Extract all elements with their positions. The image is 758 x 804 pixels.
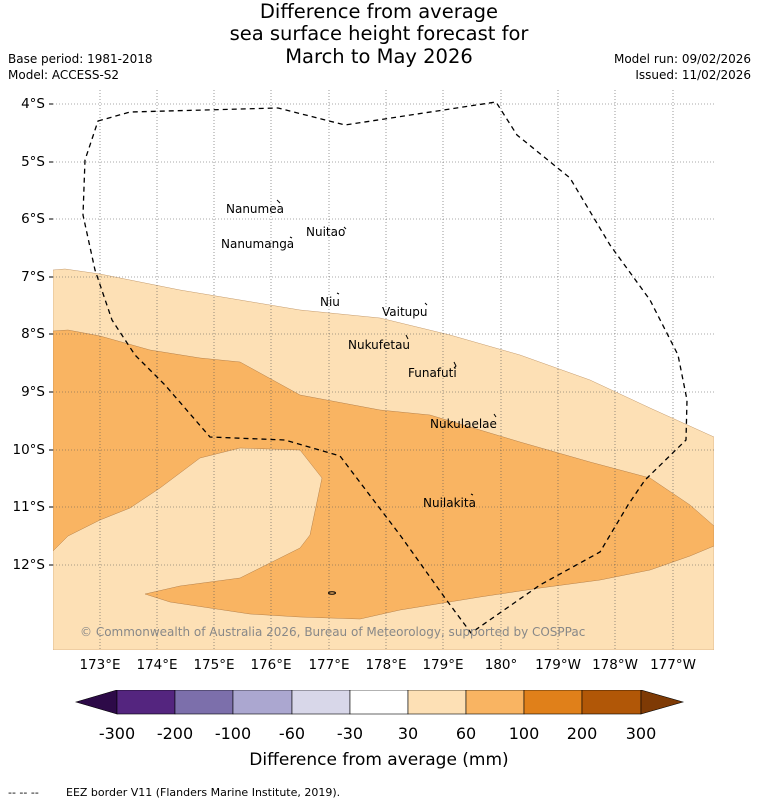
base-period: Base period: 1981-2018 <box>8 52 153 66</box>
colorbar-tick-300: 300 <box>625 724 657 743</box>
island-label-niu: Niu <box>320 295 340 309</box>
colorbar-tick-30: 30 <box>397 724 419 743</box>
island-label-vaitupu: Vaitupu <box>382 305 428 319</box>
colorbar-swatch-3 <box>232 690 293 715</box>
lat-label-4s: 4°S <box>21 96 45 112</box>
eez-border <box>82 101 688 634</box>
legend-text: EEZ border V11 (Flanders Marine Institut… <box>66 786 341 799</box>
lon-label-173e: 173°E <box>79 657 121 673</box>
colorbar-swatch-6 <box>407 690 467 715</box>
lon-label-180: 180° <box>484 657 518 673</box>
island-label-nanumanga: Nanumanga <box>221 237 295 251</box>
colorbar-swatch-4 <box>291 690 351 715</box>
colorbar-tick-minus300: -300 <box>98 724 136 743</box>
island-shape-reef <box>328 591 336 595</box>
colorbar-swatch-2 <box>174 690 234 715</box>
colorbar-tick-minus60: -60 <box>278 724 306 743</box>
colorbar-title: Difference from average (mm) <box>249 750 509 770</box>
island-label-nuitao: Nuitao <box>306 225 346 239</box>
island-shape-nukufetau <box>405 334 409 340</box>
island-shape-nanumanga <box>289 236 293 239</box>
model-run-date: Model run: 09/02/2026 <box>613 52 751 66</box>
lon-label-177e: 177°E <box>308 657 350 673</box>
lon-label-179w: 179°W <box>535 657 581 673</box>
colorbar-over-arrow <box>640 690 685 715</box>
lon-label-178w: 178°W <box>592 657 638 673</box>
lat-label-12s: 12°S <box>12 557 46 573</box>
island-shape-niu <box>336 292 340 295</box>
colorbar-swatch-7 <box>465 690 525 715</box>
lon-label-176e: 176°E <box>250 657 292 673</box>
colorbar-swatch-9 <box>581 690 642 715</box>
title-line-3: March to May 2026 <box>285 45 473 68</box>
issued-date: Issued: 11/02/2026 <box>635 68 751 82</box>
colorbar-tick-minus200: -200 <box>156 724 194 743</box>
lat-label-10s: 10°S <box>12 442 46 458</box>
colorbar-tick-100: 100 <box>508 724 540 743</box>
anomaly-region-60-100mm <box>53 329 714 620</box>
model-name: Model: ACCESS-S2 <box>8 68 120 82</box>
colorbar-tick-200: 200 <box>566 724 598 743</box>
lon-label-178e: 178°E <box>365 657 407 673</box>
map-plot-area <box>53 90 714 650</box>
lat-label-9s: 9°S <box>21 384 45 400</box>
island-shape-vaitupu <box>424 302 428 306</box>
colorbar-tick-minus30: -30 <box>336 724 364 743</box>
lat-label-5s: 5°S <box>21 154 45 170</box>
lat-label-11s: 11°S <box>12 499 46 515</box>
lat-label-6s: 6°S <box>21 211 45 227</box>
graticule <box>53 90 714 650</box>
island-label-nuilakita: Nuilakita <box>423 496 476 510</box>
island-shape-funafuti <box>453 361 457 369</box>
island-label-nanumea: Nanumea <box>226 202 284 216</box>
lon-label-175e: 175°E <box>193 657 235 673</box>
lon-label-174e: 174°E <box>136 657 178 673</box>
lon-label-179e: 179°E <box>422 657 464 673</box>
island-outlines <box>276 199 497 595</box>
colorbar-swatch-5 <box>349 690 409 715</box>
title-line-2: sea surface height forecast for <box>229 22 529 45</box>
axis-ticks <box>49 103 53 566</box>
copyright-notice: © Commonwealth of Australia 2026, Bureau… <box>80 625 586 639</box>
island-shape-nuilakita <box>470 493 474 496</box>
legend-marker: -- -- -- <box>8 786 39 799</box>
island-shape-nukulaelae <box>493 413 497 418</box>
colorbar-swatch-8 <box>523 690 583 715</box>
colorbar-tick-60: 60 <box>455 724 477 743</box>
island-label-funafuti: Funafuti <box>408 366 457 380</box>
island-shape-nuitao <box>343 226 347 230</box>
colorbar <box>74 690 685 715</box>
lat-label-7s: 7°S <box>21 269 45 285</box>
lon-label-177w: 177°W <box>650 657 696 673</box>
colorbar-under-arrow <box>74 690 118 715</box>
title-line-1: Difference from average <box>259 0 499 23</box>
colorbar-swatch-1 <box>116 690 176 715</box>
island-label-nukulaelae: Nukulaelae <box>430 417 497 431</box>
lat-label-8s: 8°S <box>21 326 45 342</box>
colorbar-tick-minus100: -100 <box>214 724 252 743</box>
island-shape-nanumea <box>276 199 281 204</box>
island-label-nukufetau: Nukufetau <box>348 338 411 352</box>
